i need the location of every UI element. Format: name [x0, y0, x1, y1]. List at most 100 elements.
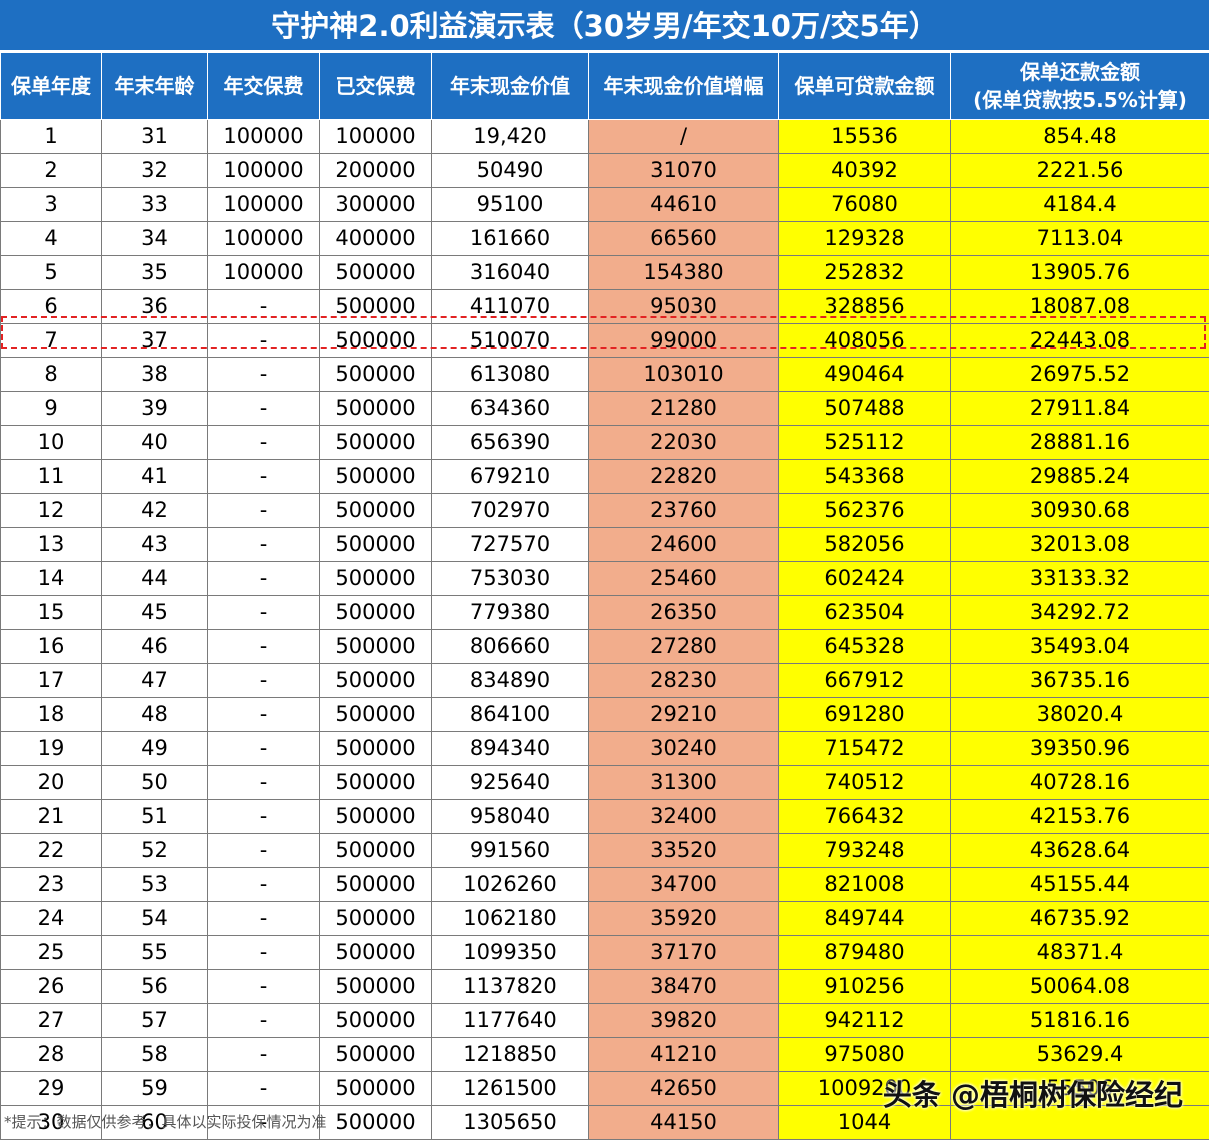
cell-paid-premium: 500000 [320, 426, 432, 460]
cell-policy-year: 16 [1, 630, 102, 664]
cell-repayment: 36735.16 [951, 664, 1209, 698]
cell-loanable-amount: 715472 [779, 732, 951, 766]
cell-cash-value-increase: 24600 [589, 528, 779, 562]
cell-annual-premium: 100000 [208, 188, 320, 222]
watermark-text: 头条 @梧桐树保险经纪 [883, 1072, 1183, 1114]
cell-annual-premium: 100000 [208, 256, 320, 290]
cell-loanable-amount: 602424 [779, 562, 951, 596]
cell-cash-value: 50490 [432, 154, 589, 188]
cell-annual-premium: - [208, 324, 320, 358]
header-age: 年末年龄 [102, 53, 208, 120]
cell-annual-premium: - [208, 868, 320, 902]
cell-cash-value-increase: 25460 [589, 562, 779, 596]
cell-paid-premium: 500000 [320, 528, 432, 562]
cell-repayment: 38020.4 [951, 698, 1209, 732]
cell-loanable-amount: 582056 [779, 528, 951, 562]
cell-cash-value-increase: 95030 [589, 290, 779, 324]
cell-policy-year: 9 [1, 392, 102, 426]
cell-cash-value: 1261500 [432, 1072, 589, 1106]
cell-annual-premium: - [208, 902, 320, 936]
header-policy-year: 保单年度 [1, 53, 102, 120]
cell-age: 33 [102, 188, 208, 222]
header-cash-value-increase: 年末现金价值增幅 [589, 53, 779, 120]
cell-cash-value-increase: 26350 [589, 596, 779, 630]
cell-paid-premium: 500000 [320, 766, 432, 800]
cell-cash-value-increase: 29210 [589, 698, 779, 732]
cell-cash-value: 656390 [432, 426, 589, 460]
cell-cash-value: 510070 [432, 324, 589, 358]
cell-paid-premium: 500000 [320, 698, 432, 732]
cell-loanable-amount: 821008 [779, 868, 951, 902]
cell-cash-value-increase: 37170 [589, 936, 779, 970]
cell-cash-value-increase: 22030 [589, 426, 779, 460]
cell-age: 37 [102, 324, 208, 358]
cell-policy-year: 15 [1, 596, 102, 630]
cell-annual-premium: 100000 [208, 154, 320, 188]
cell-annual-premium: - [208, 766, 320, 800]
cell-loanable-amount: 507488 [779, 392, 951, 426]
cell-paid-premium: 500000 [320, 1072, 432, 1106]
cell-loanable-amount: 645328 [779, 630, 951, 664]
cell-loanable-amount: 849744 [779, 902, 951, 936]
cell-cash-value-increase: 42650 [589, 1072, 779, 1106]
cell-policy-year: 26 [1, 970, 102, 1004]
cell-cash-value: 894340 [432, 732, 589, 766]
cell-cash-value-increase: 44150 [589, 1106, 779, 1140]
cell-annual-premium: - [208, 596, 320, 630]
cell-loanable-amount: 129328 [779, 222, 951, 256]
cell-loanable-amount: 975080 [779, 1038, 951, 1072]
cell-annual-premium: - [208, 630, 320, 664]
cell-repayment: 854.48 [951, 120, 1209, 154]
cell-age: 59 [102, 1072, 208, 1106]
cell-policy-year: 17 [1, 664, 102, 698]
cell-annual-premium: - [208, 392, 320, 426]
cell-annual-premium: - [208, 460, 320, 494]
cell-policy-year: 28 [1, 1038, 102, 1072]
cell-policy-year: 25 [1, 936, 102, 970]
cell-policy-year: 2 [1, 154, 102, 188]
cell-annual-premium: - [208, 732, 320, 766]
cell-cash-value: 1305650 [432, 1106, 589, 1140]
header-repayment-title: 保单还款金额 [951, 58, 1209, 86]
cell-paid-premium: 500000 [320, 460, 432, 494]
cell-age: 39 [102, 392, 208, 426]
cell-cash-value: 1062180 [432, 902, 589, 936]
cell-repayment: 46735.92 [951, 902, 1209, 936]
cell-policy-year: 13 [1, 528, 102, 562]
cell-cash-value-increase: 27280 [589, 630, 779, 664]
cell-cash-value: 753030 [432, 562, 589, 596]
cell-cash-value-increase: 99000 [589, 324, 779, 358]
cell-policy-year: 3 [1, 188, 102, 222]
cell-repayment: 50064.08 [951, 970, 1209, 1004]
cell-repayment: 18087.08 [951, 290, 1209, 324]
cell-annual-premium: - [208, 1072, 320, 1106]
header-annual-premium: 年交保费 [208, 53, 320, 120]
cell-cash-value-increase: 31300 [589, 766, 779, 800]
cell-repayment: 39350.96 [951, 732, 1209, 766]
cell-policy-year: 14 [1, 562, 102, 596]
cell-loanable-amount: 543368 [779, 460, 951, 494]
cell-cash-value-increase: 30240 [589, 732, 779, 766]
cell-annual-premium: - [208, 494, 320, 528]
cell-age: 48 [102, 698, 208, 732]
header-loanable-amount: 保单可贷款金额 [779, 53, 951, 120]
cell-age: 58 [102, 1038, 208, 1072]
cell-repayment: 34292.72 [951, 596, 1209, 630]
cell-loanable-amount: 328856 [779, 290, 951, 324]
cell-cash-value-increase: 32400 [589, 800, 779, 834]
cell-cash-value-increase: 154380 [589, 256, 779, 290]
cell-paid-premium: 500000 [320, 324, 432, 358]
cell-repayment: 13905.76 [951, 256, 1209, 290]
cell-repayment: 29885.24 [951, 460, 1209, 494]
page-title: 守护神2.0利益演示表（30岁男/年交10万/交5年） [0, 0, 1209, 52]
cell-policy-year: 27 [1, 1004, 102, 1038]
cell-paid-premium: 500000 [320, 1038, 432, 1072]
